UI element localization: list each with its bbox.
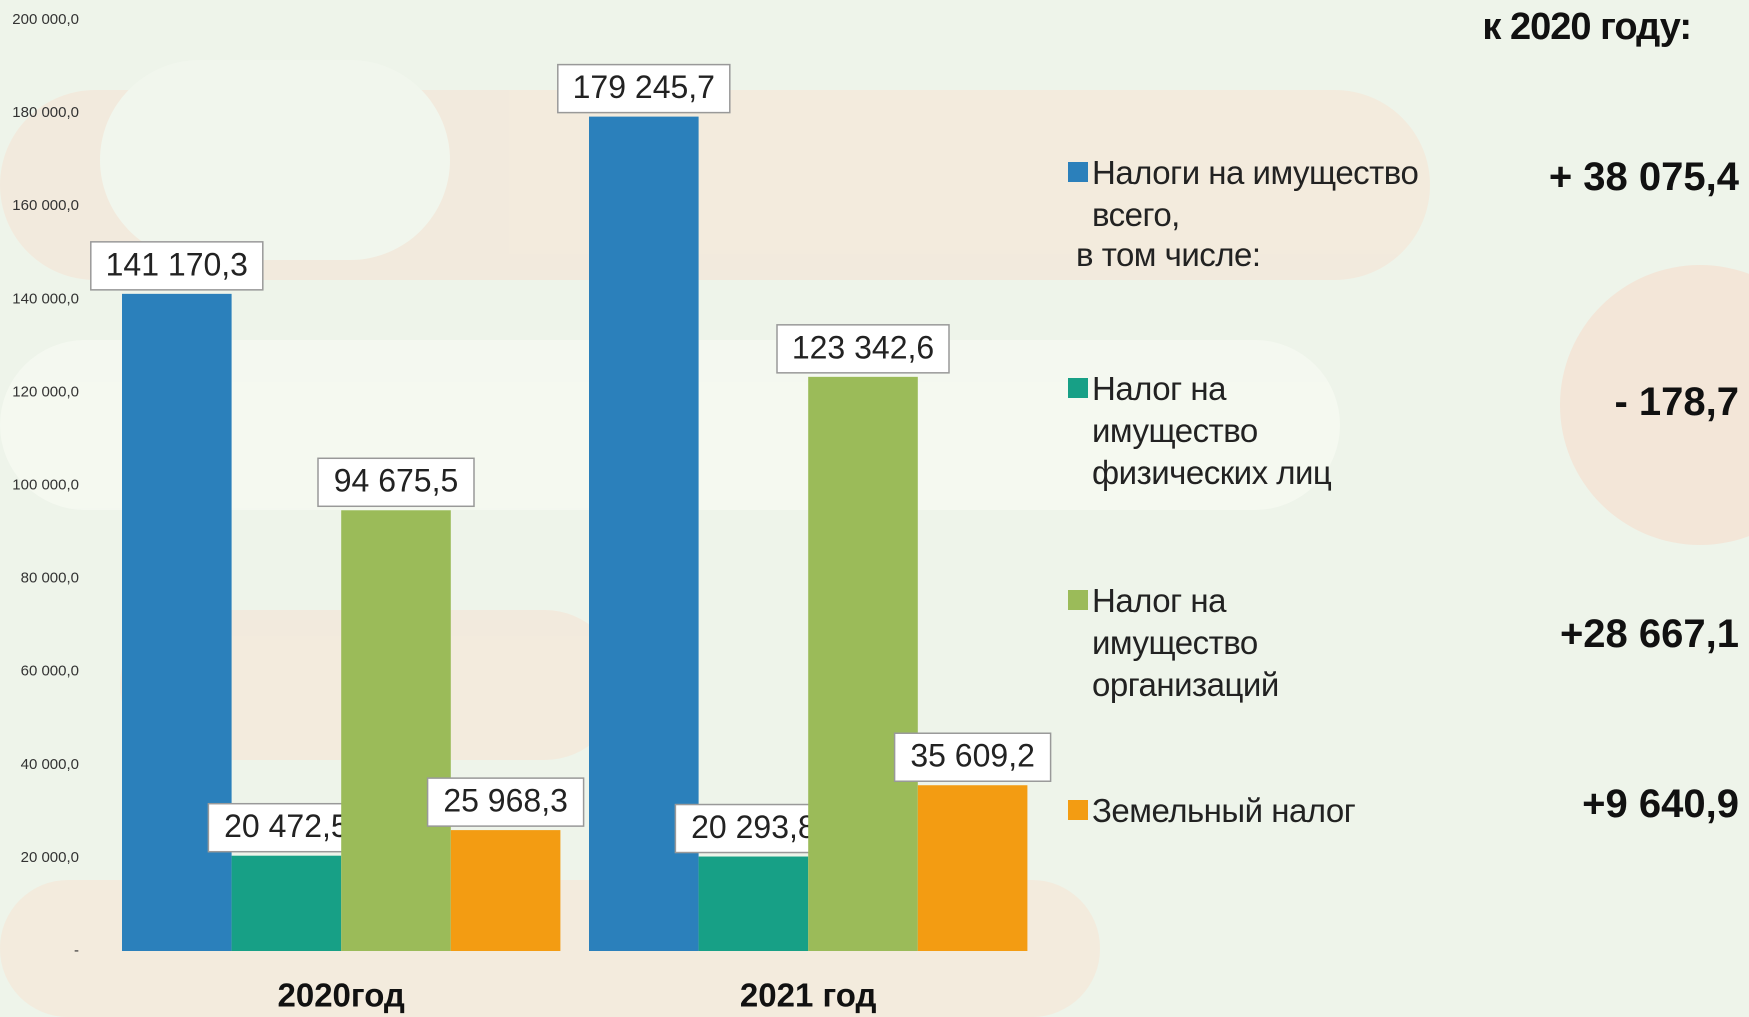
legend-item: Налог на имущество физических лиц (1068, 368, 1398, 494)
data-label-box (90, 241, 264, 291)
data-label: 123 342,6 (792, 329, 934, 365)
plot: - 20 000,0 40 000,0 60 000,0 80 000,0 100 000… (12, 11, 1052, 1014)
x-tick-label: 2021 год (740, 977, 877, 1014)
data-label-box (776, 324, 950, 374)
legend-label: Земельный налог (1092, 792, 1356, 829)
data-label: 94 675,5 (334, 463, 459, 499)
data-label: 179 245,7 (573, 69, 715, 105)
bg-shape (1560, 265, 1749, 545)
data-label-box (893, 732, 1052, 782)
legend-swatch (1068, 378, 1088, 398)
data-label-box (426, 777, 585, 827)
bar (341, 510, 451, 951)
y-tick-label: 180 000,0 (12, 104, 79, 121)
data-label: 141 170,3 (106, 246, 248, 282)
y-tick-label: 160 000,0 (12, 197, 79, 214)
y-tick-label: - (74, 942, 79, 959)
y-tick-label: 60 000,0 (21, 663, 79, 680)
legend-label: Налоги на имущество всего, (1092, 154, 1419, 233)
data-label-box (207, 802, 366, 853)
data-label: 20 472,5 (224, 808, 349, 844)
y-tick-label: 20 000,0 (21, 849, 79, 866)
y-tick-label: 100 000,0 (12, 476, 79, 493)
x-tick-label: 2020год (277, 977, 404, 1014)
y-tick-label: 80 000,0 (21, 570, 79, 587)
change-value: +9 640,9 (1582, 782, 1739, 826)
change-value: +28 667,1 (1559, 612, 1739, 656)
y-tick-label: 200 000,0 (12, 11, 79, 28)
changes-title: к 2020 году: (1482, 6, 1692, 48)
legend-item: Налог на имущество организаций (1068, 580, 1398, 706)
legend-swatch (1068, 800, 1088, 820)
y-tick-label: 120 000,0 (12, 383, 79, 400)
data-label: 35 609,2 (910, 738, 1035, 774)
bar (231, 855, 342, 951)
data-label: 25 968,3 (443, 783, 568, 819)
data-label: 20 293,8 (691, 809, 816, 845)
note: в том числе: (1076, 236, 1261, 273)
legend-item: Налоги на имущество всего, (1068, 152, 1488, 236)
y-tick-label: 40 000,0 (21, 756, 79, 773)
bar (808, 376, 918, 951)
legend-item: Земельный налог (1068, 790, 1398, 832)
data-label-box (674, 803, 833, 854)
change-value: + 38 075,4 (1548, 155, 1739, 199)
legend-swatch (1068, 162, 1088, 182)
bar (698, 856, 809, 951)
y-tick-label: 140 000,0 (12, 290, 79, 307)
bg-shape (100, 60, 450, 260)
legend-swatch (1068, 590, 1088, 610)
change-value: - 178,7 (1614, 380, 1739, 424)
bar (450, 830, 561, 951)
legend-label: Налог на имущество организаций (1092, 582, 1279, 703)
bar (917, 785, 1028, 951)
data-label-box (317, 457, 475, 508)
legend-label: Налог на имущество физических лиц (1092, 370, 1332, 491)
data-label-box (557, 63, 731, 114)
